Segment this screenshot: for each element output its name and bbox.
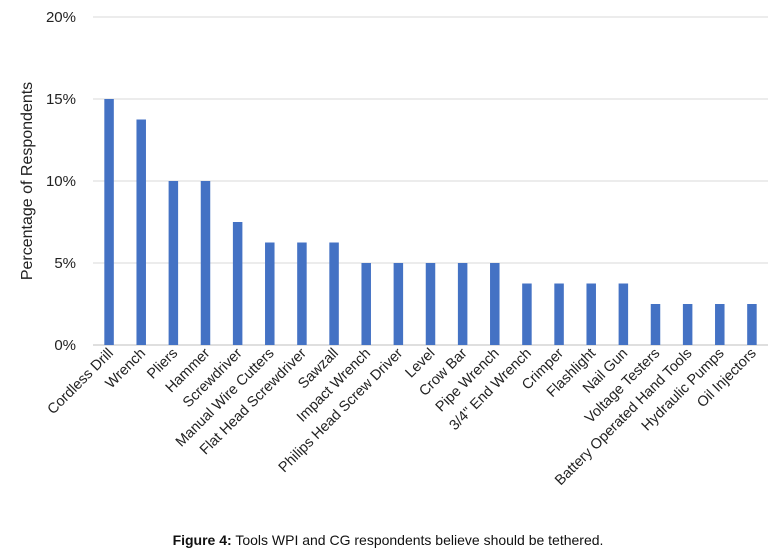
bar — [168, 181, 179, 345]
bar — [747, 304, 757, 345]
y-tick-labels: 0% 5% 10% 15% 20% — [46, 9, 76, 354]
bar — [554, 283, 564, 345]
figure-caption-label: Figure 4: — [172, 532, 232, 548]
bar — [650, 304, 661, 345]
bar — [104, 99, 114, 345]
bar — [329, 242, 339, 345]
bar — [618, 283, 629, 345]
bar — [425, 263, 436, 345]
figure-caption-text: Tools WPI and CG respondents believe sho… — [231, 532, 604, 548]
bar — [393, 263, 404, 345]
category-labels: Cordless DrillWrenchPliersHammerScrewdri… — [45, 345, 760, 488]
bar — [682, 304, 693, 345]
bar — [200, 181, 211, 345]
y-tick-label: 0% — [54, 337, 76, 354]
bar — [297, 242, 307, 345]
bar — [136, 119, 146, 345]
bars — [104, 99, 757, 345]
bar — [361, 263, 371, 345]
bar-chart: 0% 5% 10% 15% 20% Cordless DrillWrenchPliers… — [19, 9, 768, 489]
y-tick-label: 15% — [46, 91, 76, 108]
y-tick-label: 20% — [46, 9, 76, 26]
bar — [490, 263, 500, 345]
figure-caption: Figure 4: Tools WPI and CG respondents b… — [0, 532, 776, 548]
bar — [265, 242, 275, 345]
bar — [715, 304, 725, 345]
y-tick-label: 10% — [46, 173, 76, 190]
bar — [586, 283, 596, 345]
y-tick-label: 5% — [54, 255, 76, 272]
bar — [522, 283, 532, 345]
y-axis-label: Percentage of Respondents — [19, 82, 36, 280]
bar — [232, 222, 243, 345]
bar — [457, 263, 468, 345]
